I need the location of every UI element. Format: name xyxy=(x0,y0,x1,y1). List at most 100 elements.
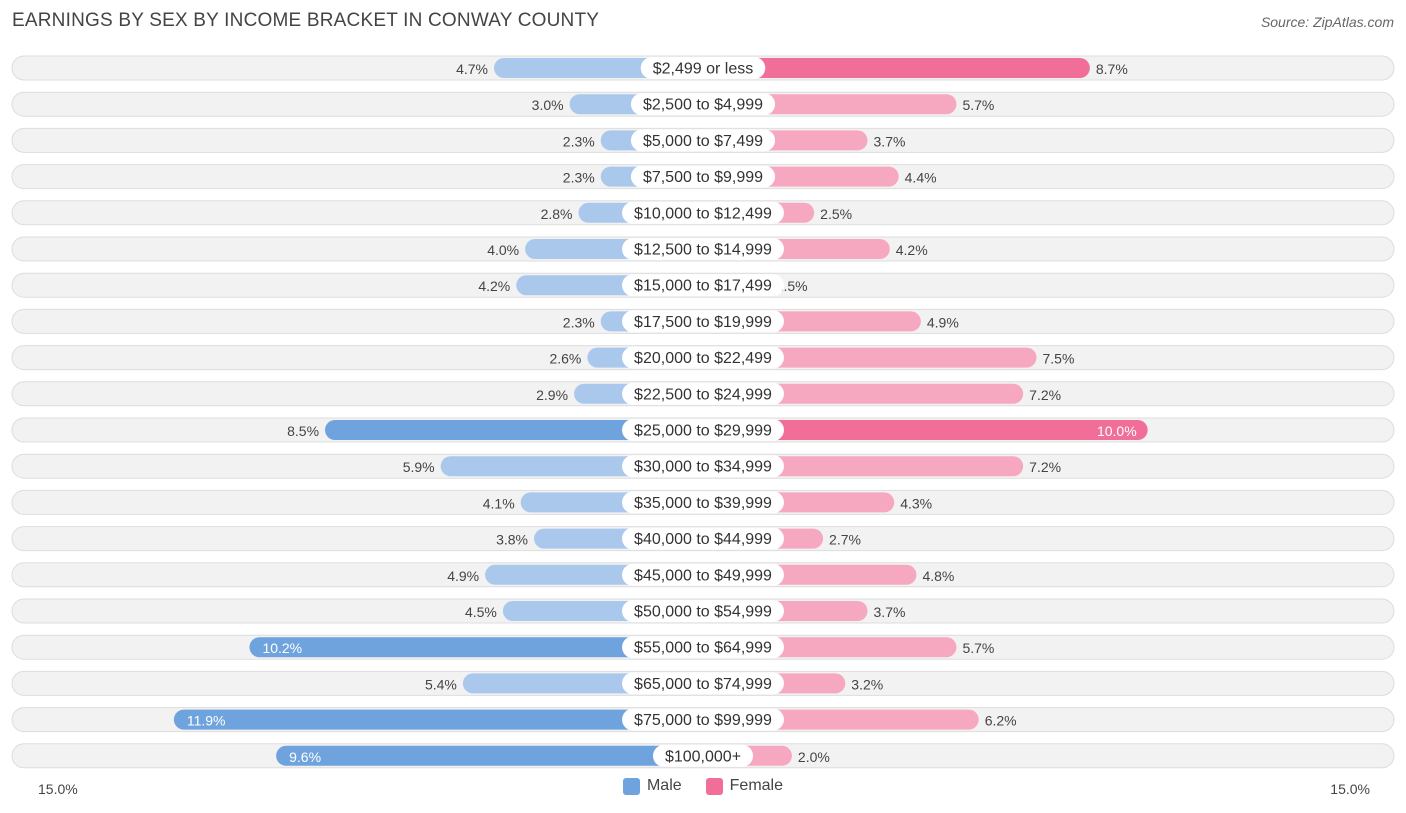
category-label: $40,000 to $44,999 xyxy=(634,531,772,548)
category-pill xyxy=(622,346,784,369)
category-pill xyxy=(622,201,784,224)
category-pill xyxy=(622,238,784,260)
female-bar xyxy=(703,347,1037,368)
male-value-label: 9.6% xyxy=(289,749,321,765)
category-label: $55,000 to $64,999 xyxy=(634,640,772,657)
male-value-label: 3.8% xyxy=(496,532,528,548)
female-value-label: 1.5% xyxy=(776,278,808,294)
male-value-label: 4.5% xyxy=(465,604,497,620)
category-pill xyxy=(630,93,776,116)
category-label: $25,000 to $29,999 xyxy=(634,423,772,440)
legend-female[interactable]: Female xyxy=(705,777,784,795)
female-bar xyxy=(703,420,1148,440)
male-bar xyxy=(249,637,703,658)
male-value-label: 5.4% xyxy=(425,676,457,692)
male-bar xyxy=(173,709,703,730)
category-pill xyxy=(622,527,784,550)
male-value-label: 11.9% xyxy=(187,713,226,729)
axis-right-label: 15.0% xyxy=(1330,781,1370,797)
category-label: $22,500 to $24,999 xyxy=(634,386,772,403)
male-value-label: 2.9% xyxy=(536,387,568,403)
female-value-label: 3.7% xyxy=(874,604,906,620)
female-value-label: 10.0% xyxy=(1097,423,1137,439)
category-pill xyxy=(622,310,784,333)
female-value-label: 4.8% xyxy=(922,568,954,584)
chart-title: EARNINGS BY SEX BY INCOME BRACKET IN CON… xyxy=(12,10,600,31)
male-value-label: 2.3% xyxy=(563,133,595,149)
category-pill xyxy=(652,744,754,767)
female-value-label: 3.7% xyxy=(874,133,906,149)
male-value-label: 4.1% xyxy=(483,495,515,511)
category-pill xyxy=(622,600,784,622)
category-pill xyxy=(630,129,776,152)
category-label: $2,500 to $4,999 xyxy=(643,97,763,114)
axis-left-label: 15.0% xyxy=(38,781,78,797)
male-value-label: 4.2% xyxy=(478,278,510,294)
legend: Male Female xyxy=(0,777,1406,795)
category-pill xyxy=(622,708,784,731)
category-label: $45,000 to $49,999 xyxy=(634,567,772,584)
category-label: $20,000 to $22,499 xyxy=(634,350,772,367)
female-value-label: 7.5% xyxy=(1043,351,1075,367)
category-pill xyxy=(622,636,784,659)
category-pill xyxy=(630,165,776,188)
female-value-label: 8.7% xyxy=(1096,61,1128,77)
category-pill xyxy=(622,274,784,297)
female-value-label: 4.4% xyxy=(905,170,937,186)
category-pill xyxy=(622,455,784,478)
category-label: $75,000 to $99,999 xyxy=(634,712,772,729)
female-value-label: 5.7% xyxy=(962,97,994,113)
male-value-label: 4.7% xyxy=(456,61,488,77)
male-value-label: 10.2% xyxy=(262,640,302,656)
male-value-label: 4.0% xyxy=(487,242,519,258)
female-value-label: 2.0% xyxy=(798,749,830,765)
category-pill xyxy=(640,57,766,79)
category-label: $15,000 to $17,499 xyxy=(634,278,772,295)
category-pill xyxy=(622,491,784,514)
category-label: $65,000 to $74,999 xyxy=(634,676,772,693)
category-pill xyxy=(622,419,784,441)
female-value-label: 4.2% xyxy=(896,242,928,258)
category-label: $50,000 to $54,999 xyxy=(634,604,772,621)
category-label: $17,500 to $19,999 xyxy=(634,314,772,331)
male-value-label: 2.6% xyxy=(549,351,581,367)
female-value-label: 3.2% xyxy=(851,676,883,692)
male-bar xyxy=(276,745,703,766)
category-pill xyxy=(622,563,784,586)
female-value-label: 6.2% xyxy=(985,713,1017,729)
female-value-label: 7.2% xyxy=(1029,459,1061,475)
female-value-label: 5.7% xyxy=(962,640,994,656)
female-bar xyxy=(703,383,1024,404)
source-credit: Source: ZipAtlas.com xyxy=(1260,14,1394,30)
category-pill xyxy=(622,382,784,405)
legend-female-swatch xyxy=(705,777,723,795)
category-label: $35,000 to $39,999 xyxy=(634,495,772,512)
male-value-label: 2.3% xyxy=(563,170,595,186)
category-label: $100,000+ xyxy=(665,748,741,765)
male-value-label: 4.9% xyxy=(447,568,479,584)
male-value-label: 8.5% xyxy=(287,423,319,439)
female-value-label: 2.5% xyxy=(820,206,852,222)
legend-male[interactable]: Male xyxy=(622,777,682,795)
category-label: $5,000 to $7,499 xyxy=(643,133,763,150)
chart-canvas: 4.7% 8.7% $2,499 or less 3.0% 5.7% $2,500 to … xyxy=(11,55,1395,769)
male-value-label: 3.0% xyxy=(532,97,564,113)
category-label: $10,000 to $12,499 xyxy=(634,205,772,222)
category-label: $12,500 to $14,999 xyxy=(634,242,772,259)
female-value-label: 2.7% xyxy=(829,532,861,548)
female-bar xyxy=(703,456,1024,477)
legend-female-label: Female xyxy=(729,777,784,794)
female-value-label: 4.3% xyxy=(900,495,932,511)
legend-male-label: Male xyxy=(646,777,682,794)
female-value-label: 7.2% xyxy=(1029,387,1061,403)
category-label: $7,500 to $9,999 xyxy=(643,169,763,186)
male-bar xyxy=(325,420,703,440)
female-value-label: 4.9% xyxy=(927,314,959,330)
category-pill xyxy=(622,672,784,695)
category-label: $30,000 to $34,999 xyxy=(634,459,772,476)
male-value-label: 2.3% xyxy=(563,314,595,330)
male-value-label: 2.8% xyxy=(541,206,573,222)
female-bar xyxy=(703,58,1090,78)
category-label: $2,499 or less xyxy=(653,61,754,78)
legend-male-swatch xyxy=(622,777,640,795)
